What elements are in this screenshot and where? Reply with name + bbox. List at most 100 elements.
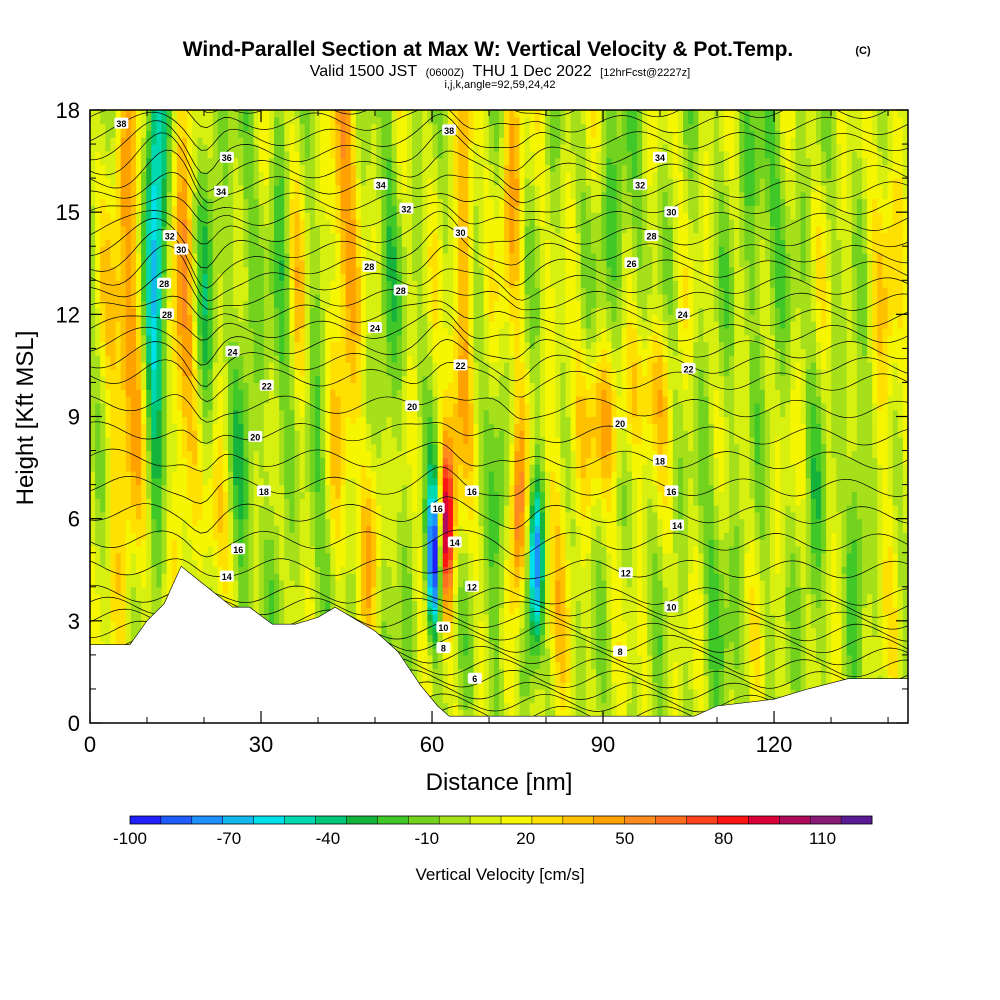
heatmap-cell: [238, 334, 244, 343]
heatmap-cell: [371, 586, 377, 595]
heatmap-cell: [171, 423, 178, 431]
heatmap-cell: [176, 464, 183, 472]
heatmap-cell: [330, 518, 336, 527]
heatmap-cell: [330, 287, 336, 295]
heatmap-cell: [110, 327, 117, 336]
heatmap-cell: [212, 464, 219, 472]
heatmap-cell: [202, 314, 209, 322]
heatmap-cell: [202, 477, 209, 486]
heatmap-cell: [294, 579, 301, 588]
heatmap-cell: [360, 518, 367, 527]
heatmap-cell: [253, 225, 260, 234]
heatmap-cell: [120, 150, 127, 159]
heatmap-cell: [238, 253, 244, 261]
heatmap-cell: [110, 389, 117, 397]
heatmap-cell: [202, 491, 209, 499]
heatmap-cell: [197, 259, 204, 268]
heatmap-cell: [258, 130, 265, 138]
heatmap-cell: [217, 484, 224, 493]
heatmap-cell: [309, 144, 316, 152]
heatmap-cell: [289, 246, 296, 254]
heatmap-cell: [304, 273, 311, 281]
subtitle-utc: (0600Z): [426, 67, 465, 79]
heatmap-cell: [125, 484, 132, 493]
heatmap-cell: [90, 382, 96, 390]
heatmap-cell: [360, 532, 367, 540]
heatmap-cell: [345, 362, 352, 370]
heatmap-cell: [125, 368, 132, 377]
heatmap-cell: [136, 566, 142, 574]
heatmap-cell: [289, 164, 296, 172]
heatmap-cell: [90, 307, 96, 315]
heatmap-cell: [146, 430, 152, 438]
heatmap-cell: [197, 314, 204, 322]
heatmap-cell: [115, 327, 122, 336]
heatmap-cell: [289, 491, 296, 499]
heatmap-cell: [171, 307, 178, 315]
heatmap-cell: [330, 225, 336, 234]
heatmap-cell: [146, 273, 152, 281]
heatmap-cell: [294, 171, 301, 179]
heatmap-cell: [340, 539, 347, 547]
heatmap-cell: [330, 498, 336, 506]
heatmap-cell: [366, 430, 372, 438]
heatmap-cell: [345, 375, 352, 384]
heatmap-cell: [360, 450, 367, 458]
heatmap-cell: [187, 232, 193, 241]
heatmap-cell: [335, 368, 342, 377]
heatmap-cell: [314, 246, 321, 254]
heatmap-cell: [202, 334, 209, 343]
heatmap-cell: [151, 205, 158, 213]
heatmap-cell: [228, 198, 234, 206]
heatmap-cell: [207, 164, 214, 172]
heatmap-cell: [284, 116, 290, 125]
heatmap-cell: [141, 402, 147, 411]
heatmap-cell: [187, 246, 193, 254]
heatmap-cell: [141, 532, 147, 540]
heatmap-cell: [141, 477, 147, 486]
heatmap-cell: [125, 443, 132, 452]
heatmap-cell: [366, 525, 372, 533]
heatmap-cell: [120, 511, 127, 520]
heatmap-cell: [110, 225, 117, 234]
heatmap-cell: [120, 368, 127, 377]
heatmap-cell: [350, 579, 357, 588]
heatmap-cell: [340, 307, 347, 315]
heatmap-cell: [299, 259, 306, 268]
heatmap-cell: [115, 321, 122, 329]
heatmap-cell: [263, 327, 270, 336]
heatmap-cell: [325, 212, 331, 220]
heatmap-cell: [325, 218, 331, 227]
heatmap-cell: [366, 532, 372, 540]
heatmap-cell: [95, 273, 101, 281]
heatmap-cell: [325, 362, 331, 370]
heatmap-cell: [360, 191, 367, 200]
heatmap-cell: [207, 212, 214, 220]
heatmap-cell: [207, 273, 214, 281]
heatmap-cell: [248, 450, 255, 458]
heatmap-cell: [274, 457, 280, 465]
heatmap-cell: [95, 246, 101, 254]
heatmap-cell: [90, 443, 96, 452]
heatmap-cell: [304, 218, 311, 227]
heatmap-cell: [197, 171, 204, 179]
heatmap-cell: [146, 110, 152, 118]
heatmap-cell: [238, 423, 244, 431]
heatmap-cell: [217, 586, 224, 595]
heatmap-cell: [115, 450, 122, 458]
heatmap-cell: [161, 164, 168, 172]
heatmap-cell: [176, 334, 183, 343]
heatmap-cell: [197, 130, 204, 138]
heatmap-cell: [263, 300, 270, 309]
heatmap-cell: [304, 287, 311, 295]
heatmap-cell: [309, 184, 316, 193]
heatmap-cell: [120, 157, 127, 166]
heatmap-cell: [171, 498, 178, 506]
heatmap-cell: [320, 144, 326, 152]
heatmap-cell: [222, 362, 229, 370]
heatmap-cell: [176, 362, 183, 370]
heatmap-cell: [161, 348, 168, 356]
heatmap-cell: [274, 450, 280, 458]
heatmap-cell: [228, 375, 234, 384]
heatmap-cell: [207, 545, 214, 554]
